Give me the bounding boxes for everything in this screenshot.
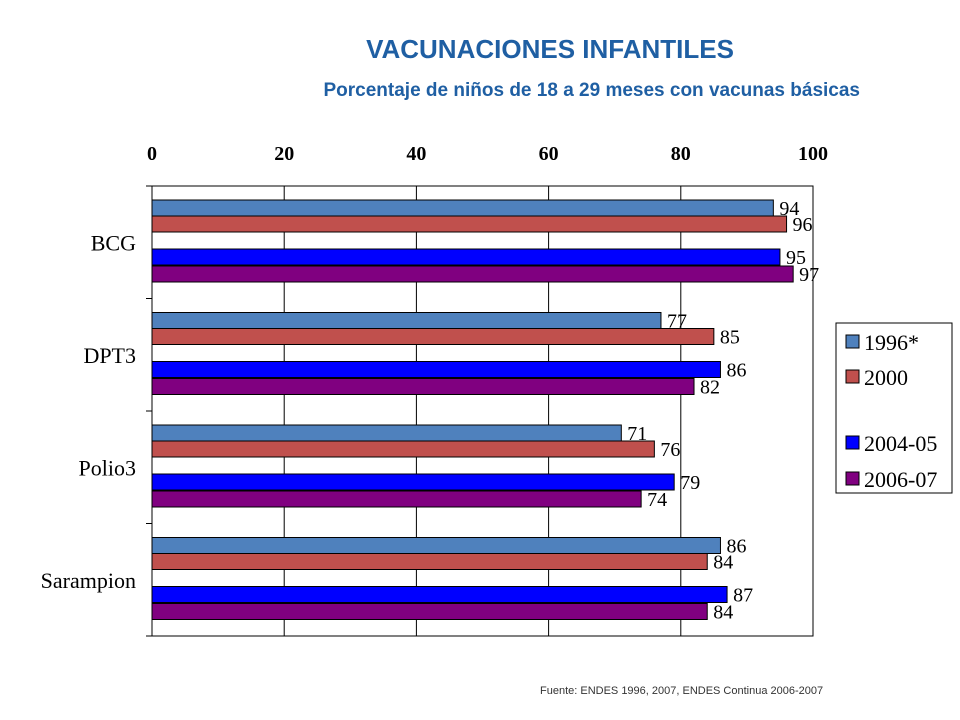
legend-label: 2006-07 xyxy=(864,467,937,492)
bar xyxy=(151,424,622,442)
data-label: 97 xyxy=(799,264,819,286)
data-label: 96 xyxy=(793,214,813,236)
source-note: Fuente: ENDES 1996, 2007, ENDES Continua… xyxy=(540,685,824,697)
bar xyxy=(151,440,655,458)
data-label: 76 xyxy=(660,439,680,461)
bar xyxy=(151,553,708,570)
bar xyxy=(151,361,721,378)
data-label: 79 xyxy=(680,472,700,494)
category-label: DPT3 xyxy=(83,343,136,368)
x-tick-label: 0 xyxy=(147,143,157,165)
data-label: 86 xyxy=(726,536,746,558)
bar xyxy=(151,215,788,233)
legend-box xyxy=(835,322,953,494)
legend-label: 2004-05 xyxy=(864,431,937,456)
data-label: 84 xyxy=(713,552,733,574)
legend-label: 2000 xyxy=(864,365,908,390)
bar xyxy=(151,537,721,554)
legend-swatch xyxy=(845,334,860,349)
bar xyxy=(151,328,715,345)
data-label: 87 xyxy=(733,585,753,607)
legend-swatch xyxy=(845,369,860,384)
bar xyxy=(151,473,675,491)
x-tick-label: 100 xyxy=(798,143,828,165)
data-label: 71 xyxy=(627,423,647,445)
chart-title: VACUNACIONES INFANTILES xyxy=(366,34,734,64)
bar xyxy=(151,199,774,217)
x-tick-label: 20 xyxy=(274,143,294,165)
bar xyxy=(151,603,708,620)
x-tick-label: 80 xyxy=(671,143,691,165)
data-label: 85 xyxy=(720,327,740,349)
bar xyxy=(151,378,695,395)
bar xyxy=(151,265,794,283)
legend-swatch xyxy=(845,435,860,450)
bar xyxy=(151,586,728,603)
x-tick-label: 40 xyxy=(406,143,426,165)
data-label: 84 xyxy=(713,602,733,624)
category-label: BCG xyxy=(91,230,136,255)
data-label: 94 xyxy=(779,198,799,220)
category-label: Sarampion xyxy=(41,568,136,593)
x-tick-label: 60 xyxy=(539,143,559,165)
legend-swatch xyxy=(845,471,860,486)
data-label: 74 xyxy=(647,489,667,511)
bar xyxy=(151,490,642,508)
data-label: 82 xyxy=(700,377,720,399)
data-label: 77 xyxy=(667,311,687,333)
legend-label: 1996* xyxy=(864,330,919,355)
category-label: Polio3 xyxy=(79,455,136,480)
bar xyxy=(151,312,662,329)
bar xyxy=(151,248,781,266)
data-label: 86 xyxy=(726,360,746,382)
chart-subtitle: Porcentaje de niños de 18 a 29 meses con… xyxy=(323,80,861,101)
data-label: 95 xyxy=(786,247,806,269)
